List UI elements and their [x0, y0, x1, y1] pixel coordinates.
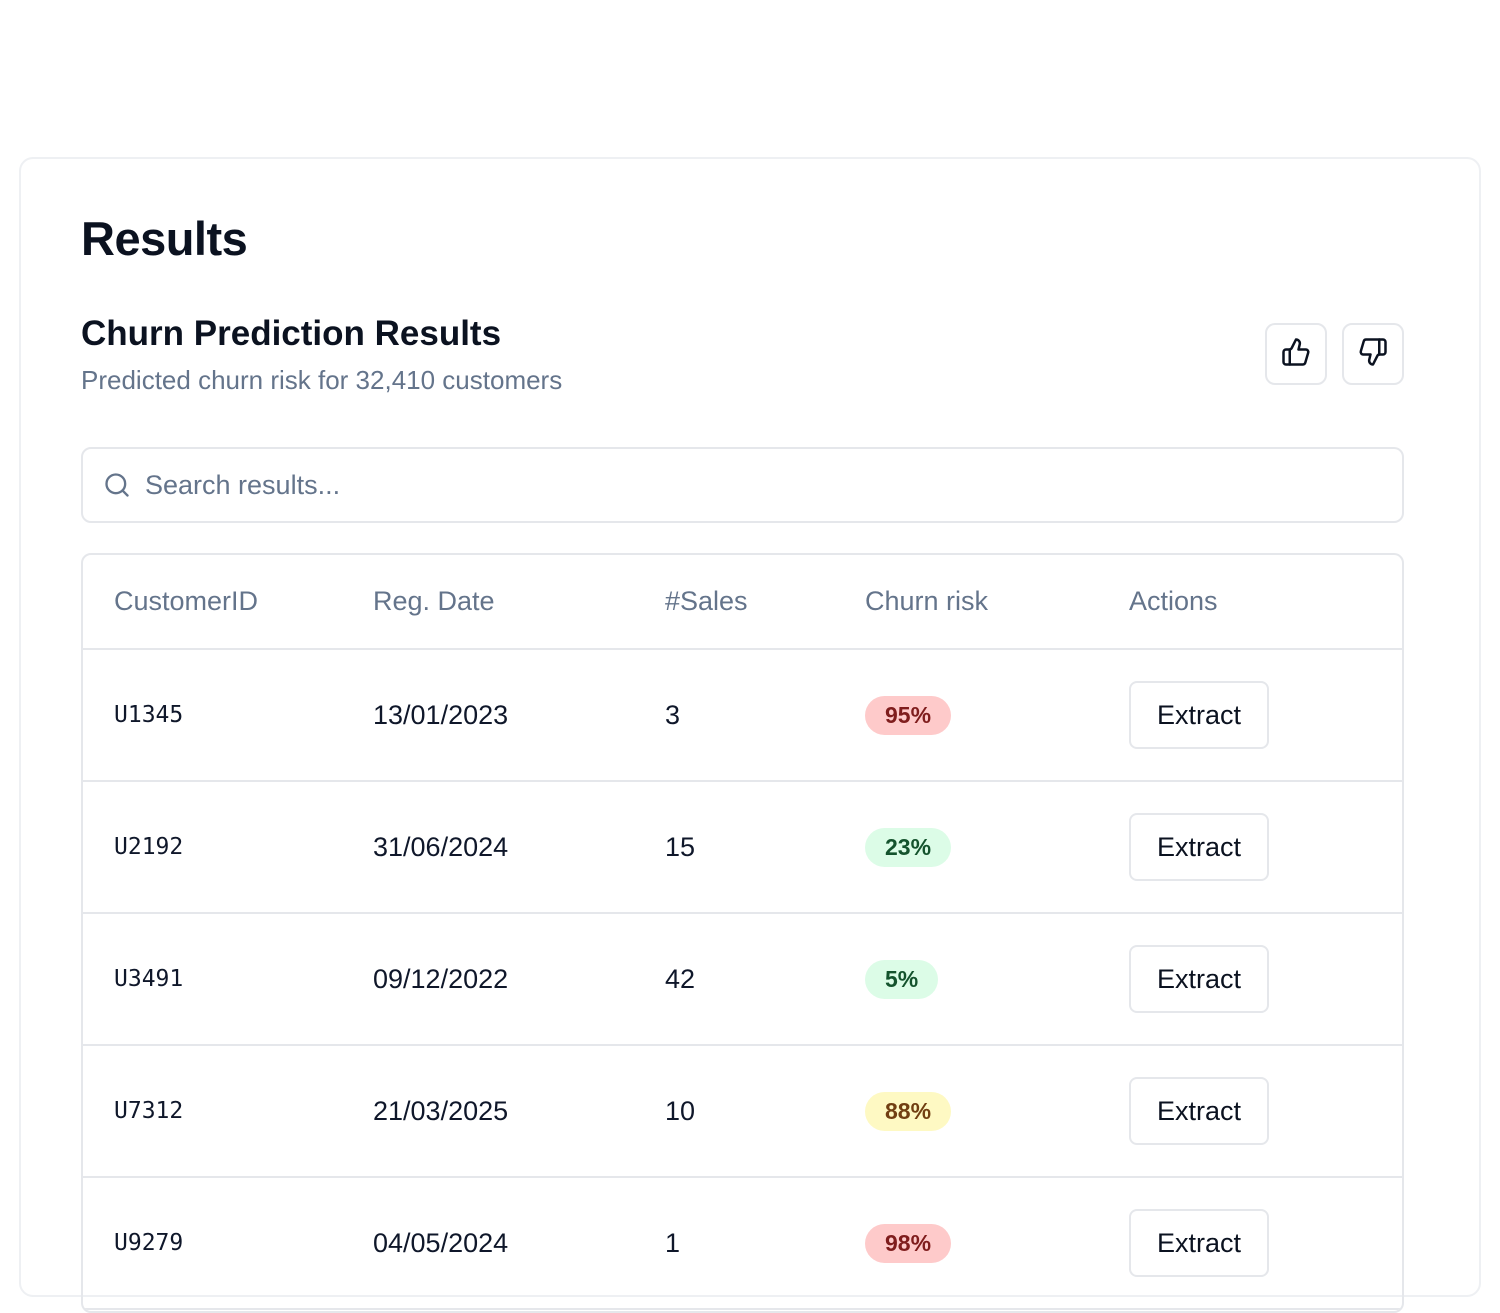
thumbs-up-button[interactable] — [1265, 323, 1327, 385]
sales-cell: 15 — [665, 781, 865, 914]
column-header-reg-date[interactable]: Reg. Date — [373, 555, 665, 650]
section-subtitle: Predicted churn risk for 32,410 customer… — [81, 365, 563, 395]
customer-id-cell: U9279 — [83, 1177, 373, 1310]
reg-date-cell: 31/06/2024 — [373, 781, 665, 914]
sales-cell: 10 — [665, 1045, 865, 1178]
customer-id-cell: U3491 — [83, 913, 373, 1046]
results-card: Results Churn Prediction Results Predict… — [19, 157, 1481, 1313]
extract-button[interactable]: Extract — [1129, 1077, 1269, 1145]
extract-button[interactable]: Extract — [1129, 1209, 1269, 1277]
customer-id-cell: U1345 — [83, 649, 373, 782]
sales-cell: 42 — [665, 913, 865, 1046]
table-row: U7312 21/03/2025 10 88% Extract — [83, 1045, 1402, 1178]
sales-cell: 1 — [665, 1177, 865, 1310]
search-icon — [103, 471, 131, 499]
extract-button[interactable]: Extract — [1129, 681, 1269, 749]
churn-risk-badge: 23% — [865, 827, 952, 867]
customer-id-cell: U2192 — [83, 781, 373, 914]
column-header-churn-risk[interactable]: Churn risk — [865, 555, 1129, 650]
page-title: Results — [81, 212, 248, 265]
churn-risk-badge: 88% — [865, 1091, 952, 1131]
churn-risk-badge: 5% — [865, 959, 939, 999]
results-table: CustomerID Reg. Date #Sales Churn risk A… — [81, 553, 1404, 1313]
actions-cell: Extract — [1129, 781, 1402, 914]
churn-risk-badge: 98% — [865, 1223, 952, 1263]
column-header-sales[interactable]: #Sales — [665, 555, 865, 650]
column-header-actions: Actions — [1129, 555, 1402, 650]
reg-date-cell: 09/12/2022 — [373, 913, 665, 1046]
column-header-customerid[interactable]: CustomerID — [83, 555, 373, 650]
churn-risk-cell: 23% — [865, 781, 1129, 914]
customer-id-cell: U7312 — [83, 1045, 373, 1178]
search-box — [81, 447, 1404, 523]
churn-risk-cell: 88% — [865, 1045, 1129, 1178]
actions-cell: Extract — [1129, 1045, 1402, 1178]
extract-button[interactable]: Extract — [1129, 813, 1269, 881]
reg-date-cell: 04/05/2024 — [373, 1177, 665, 1310]
churn-risk-cell: 95% — [865, 649, 1129, 782]
thumbs-down-icon — [1358, 337, 1388, 372]
reg-date-cell: 21/03/2025 — [373, 1045, 665, 1178]
search-input[interactable] — [145, 469, 1345, 501]
table-row: U2192 31/06/2024 15 23% Extract — [83, 781, 1402, 914]
reg-date-cell: 13/01/2023 — [373, 649, 665, 782]
churn-risk-badge: 95% — [865, 695, 952, 735]
table-header-row: CustomerID Reg. Date #Sales Churn risk A… — [83, 555, 1402, 650]
thumbs-up-icon — [1281, 337, 1311, 372]
actions-cell: Extract — [1129, 649, 1402, 782]
actions-cell: Extract — [1129, 1177, 1402, 1310]
table-row: U3491 09/12/2022 42 5% Extract — [83, 913, 1402, 1046]
actions-cell: Extract — [1129, 913, 1402, 1046]
churn-risk-cell: 5% — [865, 913, 1129, 1046]
sales-cell: 3 — [665, 649, 865, 782]
extract-button[interactable]: Extract — [1129, 945, 1269, 1013]
section-title: Churn Prediction Results — [81, 314, 502, 353]
table-row: U9279 04/05/2024 1 98% Extract — [83, 1177, 1402, 1310]
thumbs-down-button[interactable] — [1342, 323, 1404, 385]
table-row: U1345 13/01/2023 3 95% Extract — [83, 649, 1402, 782]
churn-risk-cell: 98% — [865, 1177, 1129, 1310]
